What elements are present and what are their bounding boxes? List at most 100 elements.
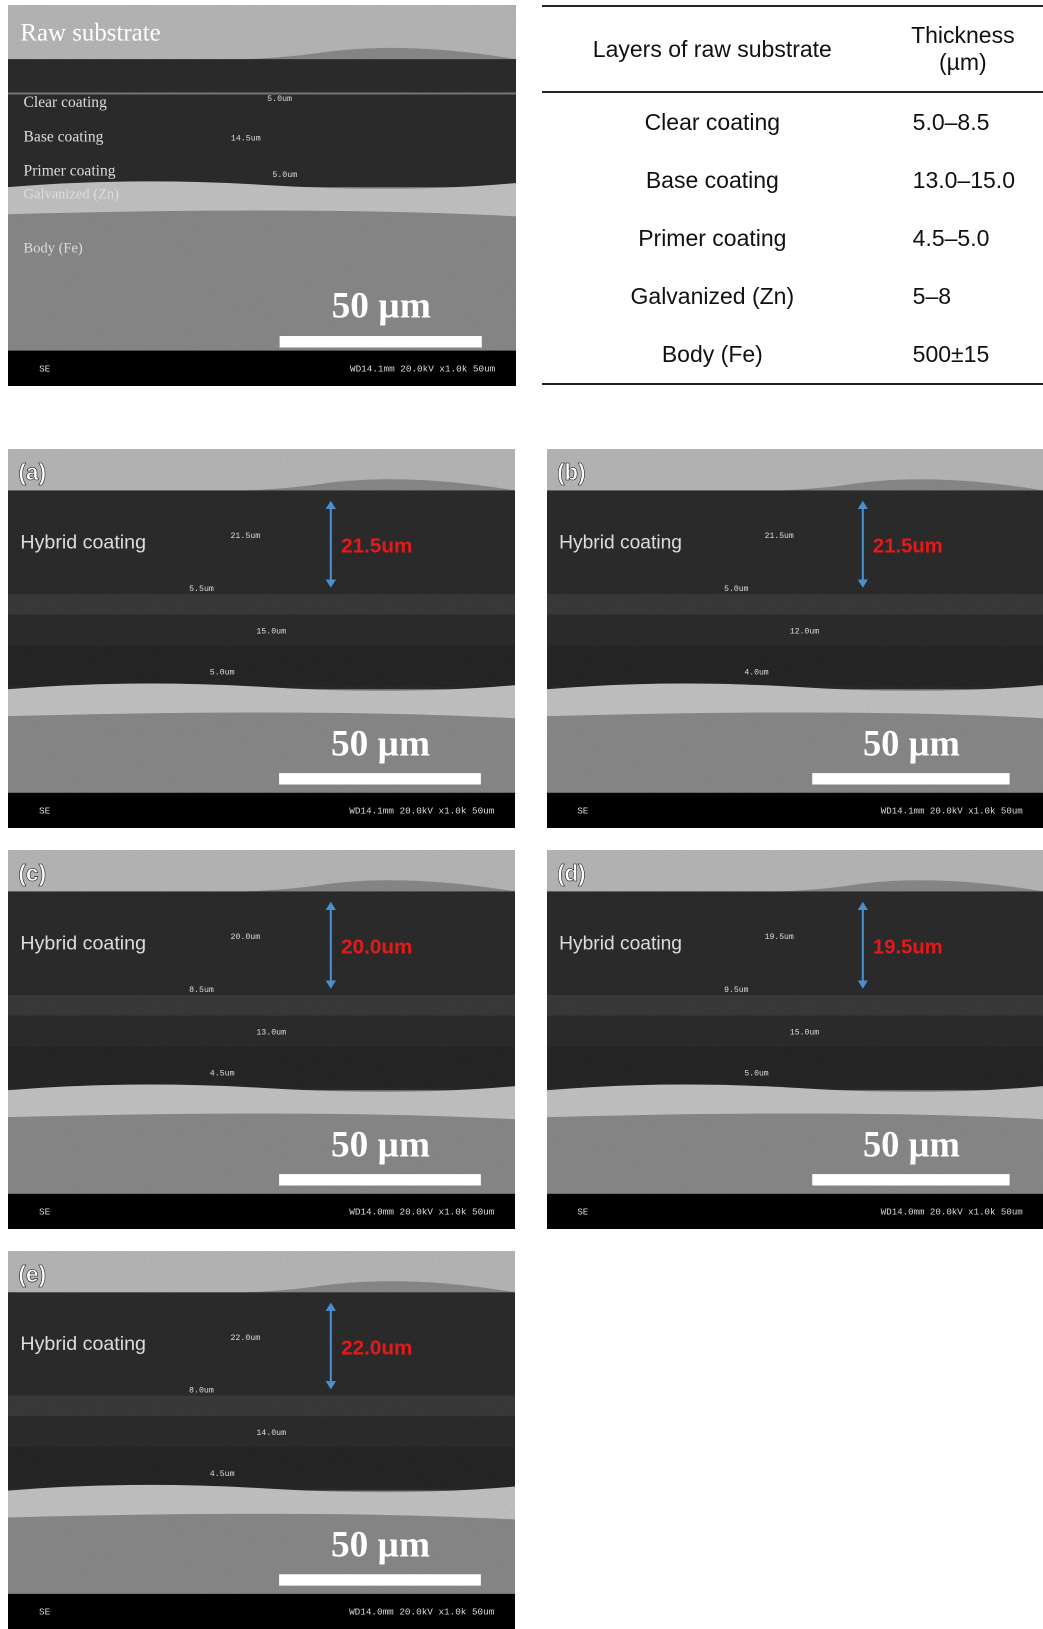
footer-text: SE xyxy=(39,363,51,374)
measurement: 14.5um xyxy=(231,134,261,143)
table-cell: 5.0–8.5 xyxy=(883,92,1043,151)
measurement: 5.0um xyxy=(724,585,748,594)
coating-band xyxy=(547,1047,1043,1088)
measurement: 15.0um xyxy=(256,627,286,636)
highlight-label: 19.5um xyxy=(873,935,943,958)
coating-band xyxy=(547,995,1043,1016)
measurement: 15.0um xyxy=(790,1028,819,1037)
texture xyxy=(8,1251,515,1629)
header-cell: Layers of raw substrate xyxy=(542,6,883,92)
footer-text: WD14.1mm 20.0kV x1.0k 50um xyxy=(349,805,494,816)
footer-text: SE xyxy=(39,1206,51,1217)
highlight-label: 20.0um xyxy=(341,936,412,959)
image-title: Raw substrate xyxy=(20,19,160,46)
table-row: Galvanized (Zn)5–8 xyxy=(542,267,1043,325)
measurement: 4.5um xyxy=(210,1470,235,1479)
layer-label: Galvanized (Zn) xyxy=(24,187,120,203)
coating-label: Hybrid coating xyxy=(20,1333,146,1355)
panel-label: (a) xyxy=(18,459,46,485)
layer-label: Base coating xyxy=(24,128,104,145)
footer-text: WD14.0mm 20.0kV x1.0k 50um xyxy=(349,1607,495,1618)
coating-band xyxy=(8,1396,515,1417)
measurement: 5.0um xyxy=(210,669,235,678)
coating-label: Hybrid coating xyxy=(559,932,682,954)
measurement: 21.5um xyxy=(230,532,260,541)
footer-text: WD14.0mm 20.0kV x1.0k 50um xyxy=(349,1206,494,1217)
layer-label: Clear coating xyxy=(24,94,108,111)
coating-band xyxy=(8,646,515,687)
table-cell: 13.0–15.0 xyxy=(883,151,1043,209)
measurement: 8.0um xyxy=(189,1386,214,1395)
scale-label: 50 µm xyxy=(331,1525,430,1566)
footer-text: WD14.1mm 20.0kV x1.0k 50um xyxy=(881,805,1023,816)
coating-band xyxy=(8,594,515,615)
highlight-label: 22.0um xyxy=(341,1336,412,1359)
texture xyxy=(547,850,1043,1229)
header-cell: Thickness (µm) xyxy=(883,6,1043,92)
sem-image: (e) Hybrid coating 22.0um 22.0um 8.0um 14.0um… xyxy=(8,1251,515,1629)
footer-text: SE xyxy=(577,805,588,816)
table-cell: 500±15 xyxy=(883,325,1043,384)
scale-label: 50 µm xyxy=(332,285,431,326)
table-row: Body (Fe)500±15 xyxy=(542,325,1043,384)
scale-bar xyxy=(812,773,1009,784)
layer-label: Body (Fe) xyxy=(24,241,83,257)
measurement: 22.0um xyxy=(230,1334,260,1343)
texture xyxy=(547,449,1043,828)
sem-image: (d) Hybrid coating 19.5um 19.5um 9.5um 15.0um… xyxy=(547,850,1043,1229)
measurement: 9.5um xyxy=(724,986,748,995)
panel-label: (e) xyxy=(18,1261,46,1287)
measurement: 5.0um xyxy=(744,1070,768,1079)
coating-label: Hybrid coating xyxy=(20,932,146,954)
scale-bar xyxy=(279,1574,481,1585)
table-cell: Body (Fe) xyxy=(542,325,883,384)
measurement: 5.0um xyxy=(272,171,297,180)
coating-band xyxy=(8,995,515,1016)
scale-label: 50 µm xyxy=(331,1125,430,1166)
table-cell: Galvanized (Zn) xyxy=(542,267,883,325)
scale-label: 50 µm xyxy=(863,1123,960,1164)
measurement: 13.0um xyxy=(256,1028,286,1037)
texture xyxy=(8,850,515,1229)
coating-label: Hybrid coating xyxy=(559,531,682,553)
measurement: 21.5um xyxy=(765,532,794,541)
footer-text: SE xyxy=(39,805,51,816)
table-cell: Primer coating xyxy=(542,209,883,267)
panel-label: (d) xyxy=(557,861,585,886)
scale-label: 50 µm xyxy=(863,722,960,763)
texture xyxy=(8,449,515,828)
coating-label: Hybrid coating xyxy=(20,531,146,553)
layer-label: Primer coating xyxy=(24,163,116,180)
footer-text: WD14.1mm 20.0kV x1.0k 50um xyxy=(350,363,496,374)
measurement: 4.5um xyxy=(210,1070,235,1079)
measurement: 5.0um xyxy=(267,95,292,104)
footer-text: SE xyxy=(39,1607,51,1618)
table-cell: 4.5–5.0 xyxy=(883,209,1043,267)
scale-bar xyxy=(280,336,482,347)
measurement: 8.5um xyxy=(189,986,214,995)
highlight-label: 21.5um xyxy=(873,534,943,557)
measurement: 19.5um xyxy=(765,933,794,942)
coating-band xyxy=(547,646,1043,687)
table-cell: 5–8 xyxy=(883,267,1043,325)
coating-band xyxy=(8,1447,515,1488)
table-cell: Clear coating xyxy=(542,92,883,151)
measurement: 4.0um xyxy=(744,669,768,678)
table-cell: Base coating xyxy=(542,151,883,209)
measurement: 14.0um xyxy=(256,1429,286,1438)
scale-bar xyxy=(279,1174,481,1185)
coating-band xyxy=(547,594,1043,615)
footer-text: WD14.0mm 20.0kV x1.0k 50um xyxy=(881,1206,1023,1217)
highlight-label: 21.5um xyxy=(341,535,412,558)
measurement: 12.0um xyxy=(790,627,819,636)
footer-text: SE xyxy=(577,1206,588,1217)
coating-band xyxy=(8,1047,515,1088)
measurement: 20.0um xyxy=(230,933,260,942)
